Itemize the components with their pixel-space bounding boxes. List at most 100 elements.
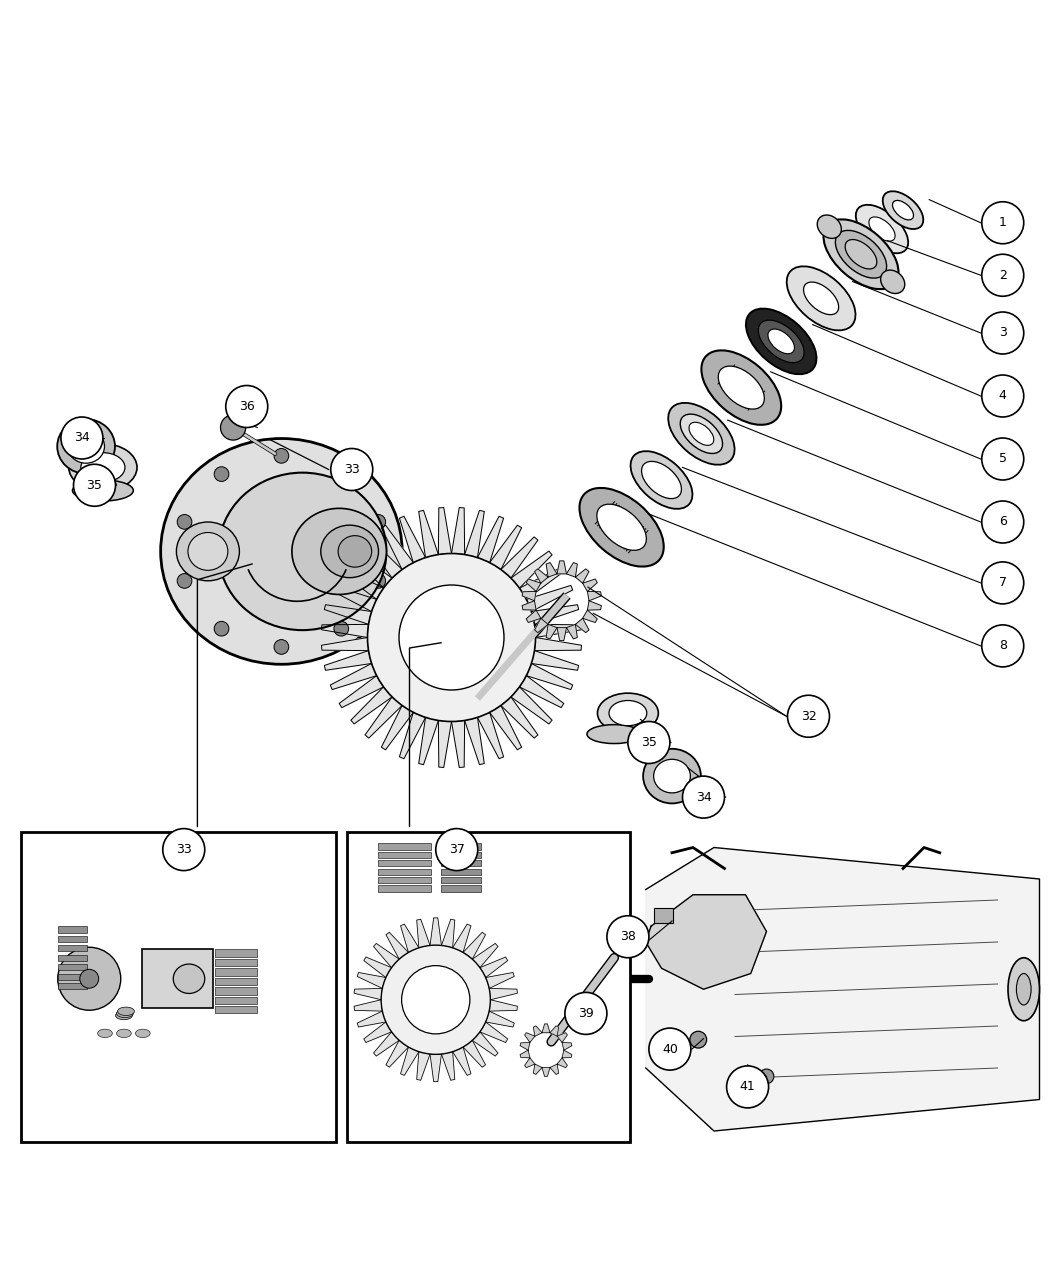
- Polygon shape: [583, 579, 597, 592]
- Text: 35: 35: [86, 478, 103, 492]
- Polygon shape: [453, 924, 471, 952]
- Circle shape: [220, 414, 246, 440]
- Polygon shape: [472, 1031, 498, 1056]
- Ellipse shape: [836, 231, 886, 278]
- Polygon shape: [381, 705, 414, 750]
- Polygon shape: [486, 973, 514, 988]
- Polygon shape: [399, 713, 425, 759]
- Circle shape: [331, 449, 373, 491]
- Text: 34: 34: [74, 431, 90, 445]
- Text: 32: 32: [800, 710, 817, 723]
- Ellipse shape: [401, 965, 470, 1034]
- Ellipse shape: [580, 488, 664, 566]
- Circle shape: [58, 947, 121, 1010]
- Ellipse shape: [845, 240, 877, 269]
- Ellipse shape: [892, 200, 914, 219]
- Polygon shape: [533, 1065, 542, 1075]
- Circle shape: [177, 574, 192, 588]
- Circle shape: [214, 621, 229, 636]
- Polygon shape: [430, 918, 441, 946]
- Polygon shape: [465, 510, 484, 557]
- Polygon shape: [525, 1033, 534, 1043]
- Polygon shape: [567, 625, 578, 639]
- Text: 1: 1: [999, 217, 1007, 230]
- Polygon shape: [339, 567, 383, 599]
- Polygon shape: [520, 567, 564, 599]
- Text: 34: 34: [695, 790, 712, 803]
- Ellipse shape: [768, 329, 795, 353]
- Circle shape: [607, 915, 649, 958]
- Polygon shape: [452, 507, 465, 555]
- Text: 41: 41: [739, 1080, 755, 1094]
- Text: 36: 36: [239, 400, 254, 413]
- Bar: [215, 978, 257, 986]
- Bar: [378, 868, 430, 875]
- Polygon shape: [558, 1058, 567, 1067]
- Polygon shape: [550, 1065, 559, 1075]
- Text: 8: 8: [999, 639, 1007, 653]
- Bar: [441, 885, 481, 891]
- Polygon shape: [480, 1023, 508, 1043]
- Polygon shape: [520, 1051, 530, 1058]
- Polygon shape: [417, 919, 430, 947]
- Polygon shape: [556, 627, 567, 640]
- Polygon shape: [489, 988, 518, 1000]
- Circle shape: [628, 722, 670, 764]
- Polygon shape: [556, 561, 567, 574]
- Text: 33: 33: [176, 843, 191, 856]
- Ellipse shape: [58, 419, 116, 474]
- Polygon shape: [587, 592, 602, 601]
- Bar: [441, 843, 481, 849]
- Text: 38: 38: [620, 931, 636, 944]
- Polygon shape: [558, 1033, 567, 1043]
- Polygon shape: [489, 705, 522, 750]
- Polygon shape: [351, 687, 392, 724]
- Ellipse shape: [786, 266, 856, 330]
- Circle shape: [163, 829, 205, 871]
- Circle shape: [982, 201, 1024, 244]
- Circle shape: [982, 375, 1024, 417]
- Polygon shape: [489, 1000, 518, 1011]
- Bar: [58, 926, 87, 932]
- Polygon shape: [438, 507, 452, 555]
- Bar: [58, 983, 87, 989]
- Polygon shape: [526, 579, 541, 592]
- Polygon shape: [354, 1000, 382, 1011]
- Text: 4: 4: [999, 389, 1007, 403]
- Circle shape: [368, 553, 536, 722]
- Ellipse shape: [869, 217, 895, 241]
- Circle shape: [649, 1028, 691, 1070]
- Polygon shape: [381, 525, 414, 570]
- Ellipse shape: [718, 366, 764, 409]
- Ellipse shape: [118, 1007, 134, 1015]
- Circle shape: [982, 562, 1024, 604]
- Polygon shape: [522, 592, 537, 601]
- Ellipse shape: [135, 1029, 150, 1038]
- Ellipse shape: [689, 422, 714, 445]
- Polygon shape: [419, 718, 438, 765]
- Text: 5: 5: [999, 453, 1007, 465]
- Ellipse shape: [881, 270, 905, 293]
- Bar: [58, 945, 87, 951]
- Bar: [378, 885, 430, 891]
- Ellipse shape: [1016, 974, 1031, 1005]
- Ellipse shape: [587, 724, 642, 743]
- Polygon shape: [400, 1047, 419, 1075]
- Polygon shape: [417, 1052, 430, 1080]
- Bar: [654, 908, 673, 923]
- Ellipse shape: [161, 439, 402, 664]
- Polygon shape: [324, 650, 372, 671]
- Ellipse shape: [117, 1029, 131, 1038]
- Ellipse shape: [690, 1031, 707, 1048]
- Polygon shape: [534, 625, 582, 638]
- Circle shape: [982, 254, 1024, 296]
- Polygon shape: [400, 924, 419, 952]
- Circle shape: [334, 621, 349, 636]
- Polygon shape: [363, 1023, 392, 1043]
- Bar: [215, 968, 257, 975]
- Ellipse shape: [117, 1010, 133, 1017]
- Polygon shape: [324, 604, 372, 625]
- Ellipse shape: [116, 1011, 132, 1020]
- Polygon shape: [357, 973, 385, 988]
- Polygon shape: [465, 718, 484, 765]
